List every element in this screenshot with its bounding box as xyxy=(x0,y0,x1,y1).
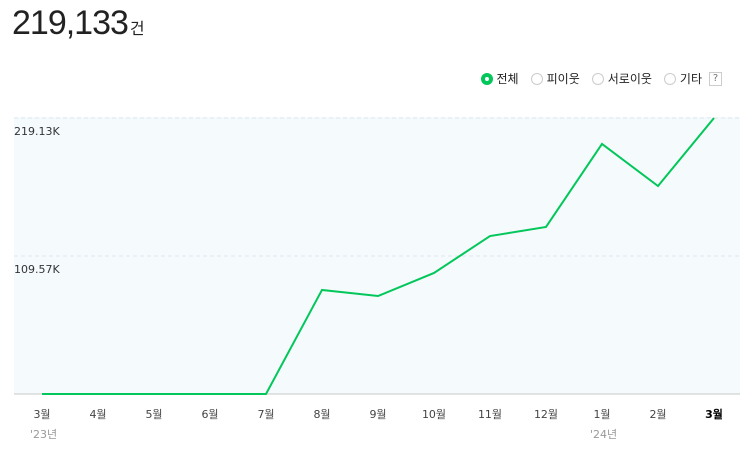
x-tick-label: 8월 xyxy=(313,408,330,421)
filter-label: 피이웃 xyxy=(546,72,580,86)
x-tick-label: 12월 xyxy=(534,408,558,421)
year-label: '24년 xyxy=(590,428,617,441)
x-tick-label: 11월 xyxy=(478,408,502,421)
x-tick-label: 7월 xyxy=(257,408,274,421)
x-tick-label: 3월 xyxy=(705,407,723,421)
filter-mutual-neighbor[interactable]: 서로이웃 xyxy=(591,70,652,87)
filter-neighbor[interactable]: 피이웃 xyxy=(530,70,580,87)
x-tick-label: 9월 xyxy=(369,408,386,421)
filter-label: 기타 xyxy=(679,72,702,86)
filter-all[interactable]: 전체 xyxy=(480,70,519,87)
total-count: 219,133 건 xyxy=(12,4,145,43)
x-tick-label: 6월 xyxy=(201,408,218,421)
y-tick-label: 219.13K xyxy=(14,125,60,138)
filter-label: 서로이웃 xyxy=(607,72,652,86)
radio-icon[interactable] xyxy=(480,72,493,85)
radio-icon[interactable] xyxy=(530,72,543,85)
x-tick-label: 4월 xyxy=(89,408,106,421)
x-tick-label: 10월 xyxy=(422,408,446,421)
total-unit: 건 xyxy=(129,21,145,38)
filter-radio-group: 전체 피이웃 서로이웃 기타 ? xyxy=(473,70,722,87)
total-value: 219,133 xyxy=(12,4,129,42)
x-tick-label: 2월 xyxy=(649,408,666,421)
radio-icon[interactable] xyxy=(663,72,676,85)
y-tick-label: 109.57K xyxy=(14,263,60,276)
filter-other[interactable]: 기타 xyxy=(663,70,702,87)
year-label: '23년 xyxy=(30,428,57,441)
filter-label: 전체 xyxy=(496,72,519,86)
x-tick-label: 3월 xyxy=(33,408,50,421)
x-tick-label: 1월 xyxy=(593,408,610,421)
x-tick-label: 5월 xyxy=(145,408,162,421)
radio-icon[interactable] xyxy=(591,72,604,85)
help-icon[interactable]: ? xyxy=(709,71,722,86)
